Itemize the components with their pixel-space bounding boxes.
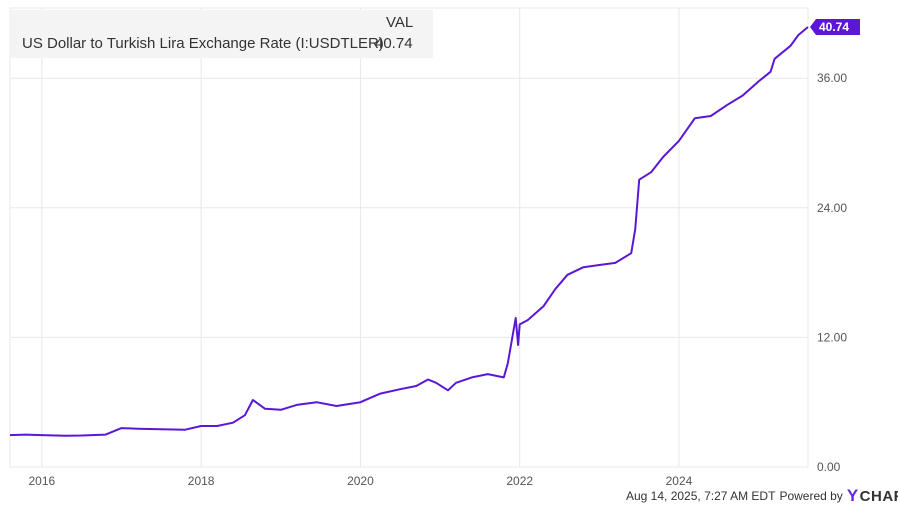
series-line (9, 26, 809, 437)
legend-value-header: VAL (386, 14, 414, 31)
y-tick-label: 0.00 (817, 460, 841, 474)
legend-series-name[interactable]: US Dollar to Turkish Lira Exchange Rate … (22, 35, 384, 52)
ycharts-logo-mark: Y (846, 486, 859, 505)
x-tick-label: 2016 (29, 474, 56, 488)
x-tick-label: 2018 (188, 474, 215, 488)
y-tick-label: 12.00 (817, 330, 847, 344)
x-tick-label: 2022 (506, 474, 533, 488)
legend-panel (10, 10, 433, 58)
last-value-badge (810, 19, 860, 36)
chart-footer: Aug 14, 2025, 7:27 AM EDT Powered by Y C… (626, 486, 898, 506)
ycharts-logo[interactable]: Y CHARTS (847, 486, 898, 506)
plot-area-border (9, 7, 809, 468)
footer-powered-by: Powered by (779, 489, 843, 503)
legend-series-value: 40.74 (375, 35, 413, 52)
last-value-label: 40.74 (819, 20, 849, 34)
footer-timestamp: Aug 14, 2025, 7:27 AM EDT (626, 489, 776, 503)
y-tick-label: 36.00 (817, 71, 847, 85)
x-tick-label: 2020 (347, 474, 374, 488)
ycharts-logo-text: CHARTS (859, 487, 898, 505)
x-tick-label: 2024 (666, 474, 693, 488)
y-tick-label: 24.00 (817, 201, 847, 215)
